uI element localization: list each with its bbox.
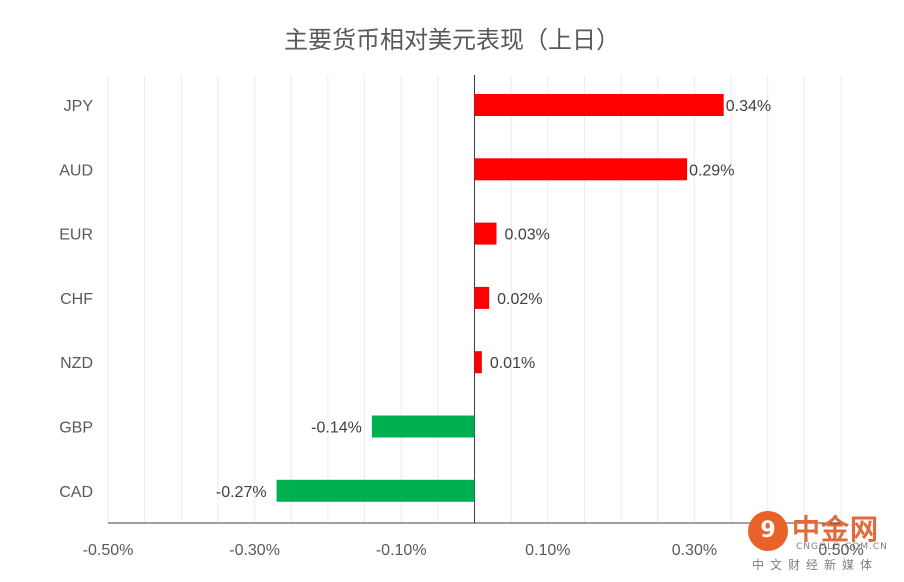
watermark-url: CNGOLD.COM.CN [796, 542, 888, 552]
data-label: -0.14% [311, 420, 362, 437]
bar-nzd [474, 351, 482, 374]
cngold-logo-icon: 9 [748, 511, 788, 551]
data-label: 0.34% [726, 98, 771, 115]
data-label: -0.27% [216, 484, 267, 501]
x-tick-label: 0.50% [818, 542, 863, 559]
watermark: 9 中金网 CNGOLD.COM.CN 中文财经新媒体 [746, 508, 896, 578]
category-label: GBP [59, 420, 93, 437]
data-label: 0.01% [490, 355, 535, 372]
bar-chf [474, 286, 490, 309]
bar-jpy [474, 94, 724, 116]
bar-eur [474, 222, 497, 245]
bar-gbp [371, 415, 475, 438]
x-tick-label: 0.10% [525, 542, 570, 559]
category-label: CAD [59, 484, 93, 501]
watermark-brand: 中金网 [792, 513, 880, 546]
chart-title: 主要货币相对美元表现（上日） [284, 26, 620, 54]
bar-aud [474, 158, 688, 181]
x-tick-label: -0.30% [229, 542, 280, 559]
x-tick-label: 0.30% [672, 542, 717, 559]
data-label: 0.29% [689, 162, 734, 179]
x-tick-label: -0.10% [376, 542, 427, 559]
category-label: CHF [60, 291, 93, 308]
category-label: NZD [60, 355, 93, 372]
bar-cad [276, 479, 475, 502]
watermark-tagline: 中文财经新媒体 [752, 558, 879, 572]
x-tick-label: -0.50% [83, 542, 134, 559]
category-label: JPY [64, 98, 94, 115]
category-label: AUD [59, 162, 93, 179]
category-label: EUR [59, 227, 93, 244]
data-label: 0.03% [504, 227, 549, 244]
data-label: 0.02% [497, 291, 542, 308]
